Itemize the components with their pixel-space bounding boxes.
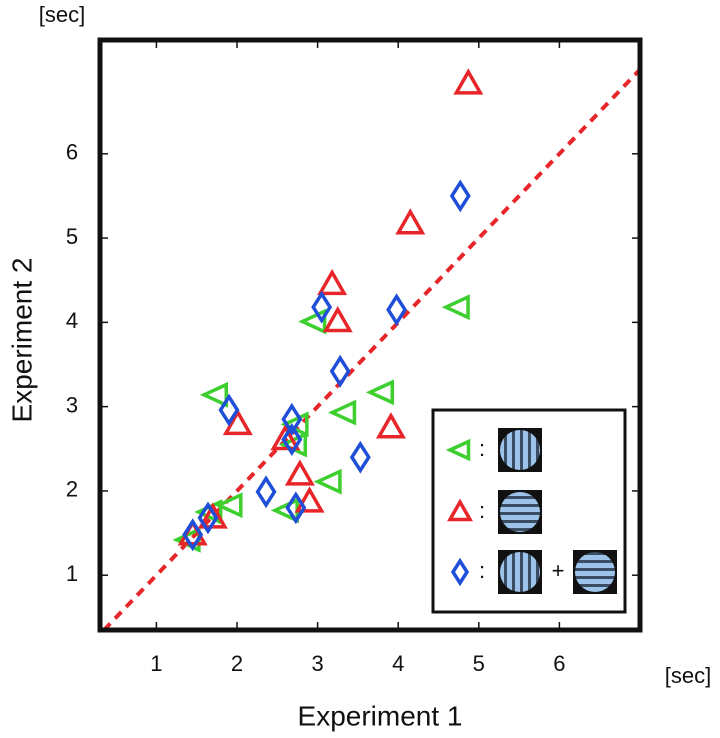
x-tick-label: 2 xyxy=(231,651,243,676)
point xyxy=(329,354,351,388)
y-axis-label: Experiment 2 xyxy=(6,258,37,423)
point xyxy=(281,402,303,436)
point xyxy=(441,294,470,321)
legend: ::: + xyxy=(431,408,627,614)
legend-marker xyxy=(446,498,474,522)
point xyxy=(218,393,240,427)
point xyxy=(199,381,229,408)
point xyxy=(281,423,303,456)
legend-plus: + xyxy=(552,558,565,583)
point xyxy=(284,459,315,486)
x-tick-label: 4 xyxy=(392,651,404,676)
x-tick-label: 5 xyxy=(473,651,485,676)
grating-icon xyxy=(500,552,540,592)
x-tick-label: 1 xyxy=(150,651,162,676)
legend-separator: : xyxy=(479,436,485,461)
point xyxy=(270,423,301,451)
point xyxy=(222,408,253,436)
point xyxy=(313,468,342,495)
y-tick-label: 6 xyxy=(66,140,78,165)
point xyxy=(197,502,228,529)
x-axis-label: Experiment 1 xyxy=(298,700,463,731)
grating-icon xyxy=(575,552,615,592)
grating-icon xyxy=(500,430,540,470)
plot-area xyxy=(100,40,642,632)
point xyxy=(311,290,333,324)
legend-separator: : xyxy=(479,498,485,523)
x-unit: [sec] xyxy=(665,663,711,688)
y-tick-label: 1 xyxy=(66,561,78,586)
legend-marker xyxy=(445,438,471,462)
point xyxy=(255,475,277,509)
identity-line xyxy=(102,68,642,632)
y-tick-label: 5 xyxy=(66,224,78,249)
y-tick-label: 3 xyxy=(66,392,78,417)
x-tick-label: 6 xyxy=(553,651,565,676)
point xyxy=(375,412,406,439)
legend-marker xyxy=(450,557,470,587)
point xyxy=(449,179,471,213)
point xyxy=(298,308,327,335)
x-tick-label: 3 xyxy=(311,651,323,676)
y-tick-label: 4 xyxy=(66,308,78,333)
point xyxy=(197,501,219,535)
point xyxy=(317,268,348,296)
point xyxy=(182,518,204,552)
y-tick-label: 2 xyxy=(66,477,78,502)
point xyxy=(365,379,395,406)
point xyxy=(214,492,243,519)
point xyxy=(453,68,484,95)
point xyxy=(285,491,307,525)
point xyxy=(386,293,408,327)
plot-frame xyxy=(97,37,643,633)
point xyxy=(395,208,426,235)
point xyxy=(349,440,371,474)
y-unit: [sec] xyxy=(39,2,85,27)
grating-icon xyxy=(500,492,540,532)
point xyxy=(294,486,325,513)
point xyxy=(328,399,357,426)
point xyxy=(322,305,353,333)
legend-separator: : xyxy=(479,558,485,583)
